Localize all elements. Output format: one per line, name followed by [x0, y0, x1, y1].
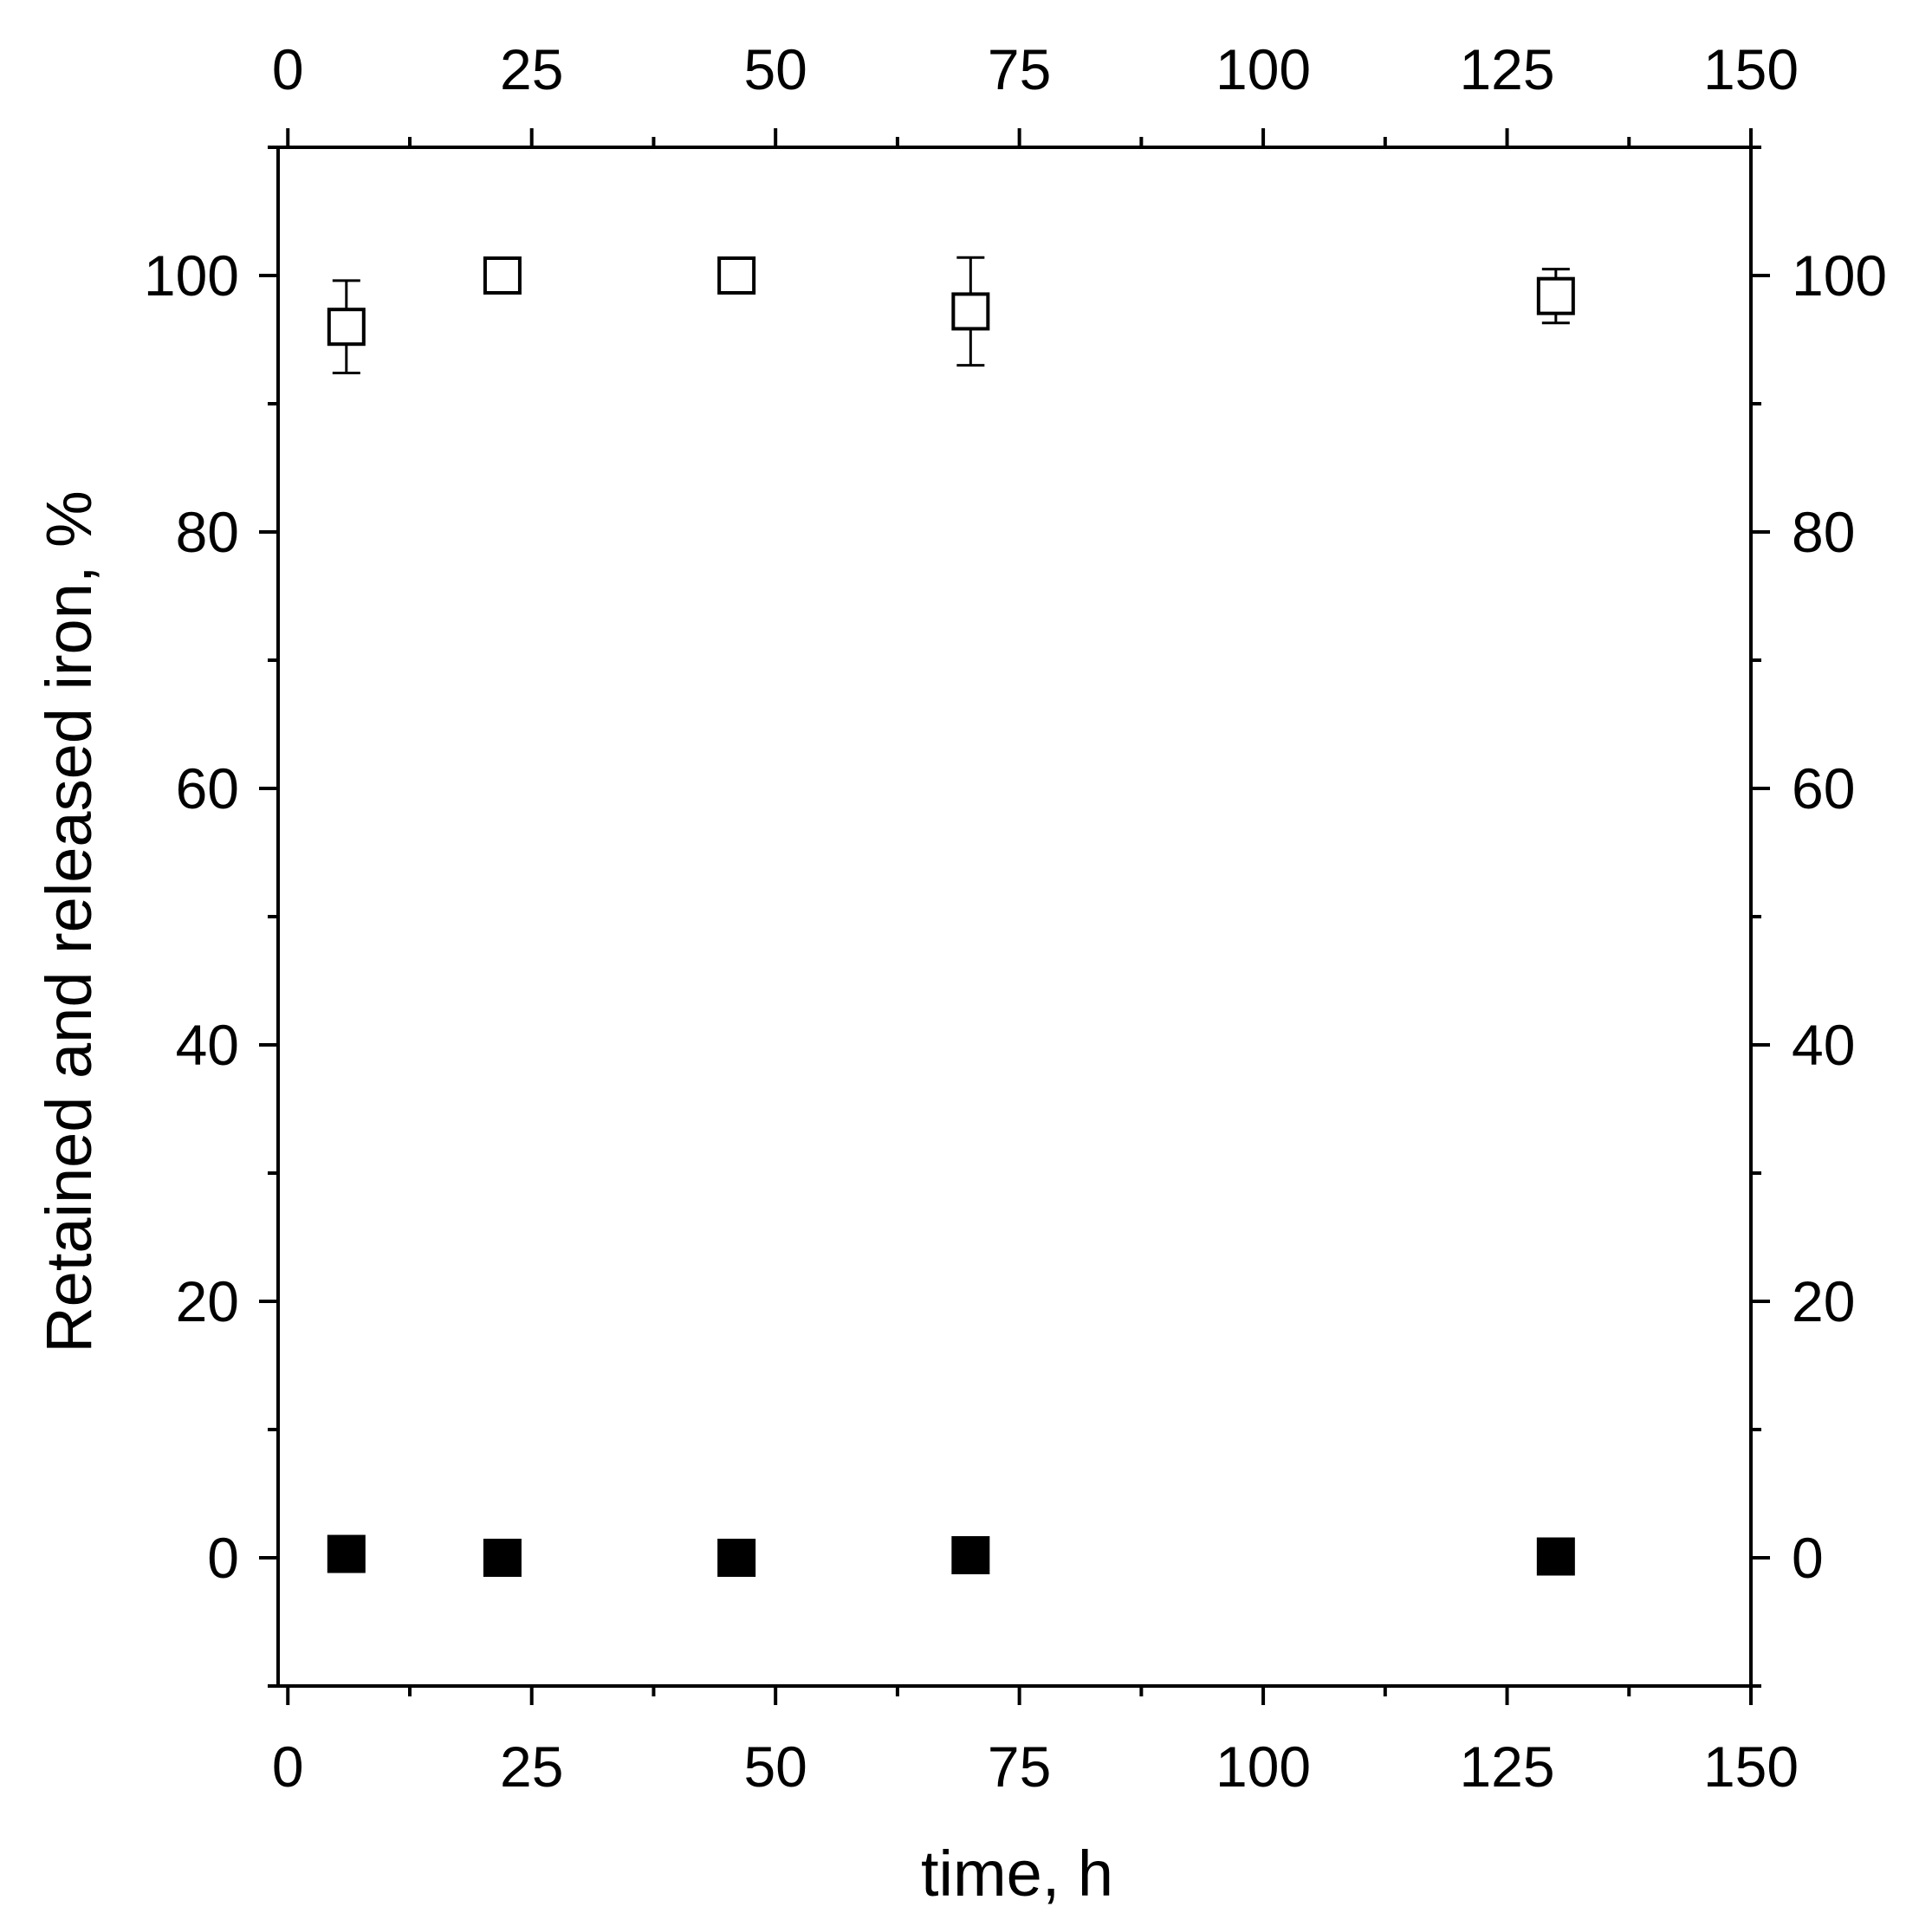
y-tick-label-right: 80 — [1792, 500, 1855, 564]
released-iron-point — [483, 1539, 522, 1577]
x-tick-label-bottom: 0 — [272, 1735, 304, 1799]
y-tick-label-left: 20 — [176, 1269, 239, 1333]
y-tick-label-left: 40 — [176, 1013, 239, 1077]
y-axis-title: Retained and released iron, % — [33, 490, 105, 1353]
y-tick-label-left: 0 — [207, 1526, 239, 1590]
y-tick-label-left: 80 — [176, 500, 239, 564]
x-tick-label-top: 100 — [1216, 37, 1311, 101]
y-tick-label-right: 20 — [1792, 1269, 1855, 1333]
released-iron-point — [717, 1539, 756, 1577]
retained-iron-point — [1536, 276, 1575, 315]
y-tick-label-right: 60 — [1792, 756, 1855, 820]
y-tick-label-right: 0 — [1792, 1526, 1824, 1590]
x-tick-label-bottom: 125 — [1459, 1735, 1554, 1799]
axis-ticks — [259, 128, 1770, 1705]
x-tick-label-top: 50 — [743, 37, 807, 101]
released-iron-point — [327, 1534, 366, 1573]
x-tick-label-top: 75 — [988, 37, 1051, 101]
x-tick-label-top: 0 — [272, 37, 304, 101]
y-tick-label-right: 100 — [1792, 243, 1887, 308]
released-iron-point — [951, 1536, 990, 1575]
y-tick-label-left: 60 — [176, 756, 239, 820]
tick-labels: 0 0 25 25 50 50 75 75 100 100 125 125 150 150 0 0 20 20 40… — [144, 37, 1887, 1799]
retained-iron-point — [327, 308, 366, 347]
x-tick-label-bottom: 150 — [1703, 1735, 1799, 1799]
y-tick-label-left: 100 — [144, 243, 239, 308]
retained-iron-point — [951, 292, 990, 331]
x-axis-title: time, h — [921, 1838, 1113, 1910]
x-tick-label-bottom: 25 — [500, 1735, 563, 1799]
x-tick-label-top: 25 — [500, 37, 563, 101]
retained-iron-point — [483, 256, 522, 295]
data-markers — [327, 256, 1575, 1577]
plot-frame — [276, 146, 1753, 1688]
x-tick-label-bottom: 75 — [988, 1735, 1051, 1799]
x-tick-label-bottom: 100 — [1216, 1735, 1311, 1799]
retained-iron-point — [717, 256, 756, 295]
x-tick-label-bottom: 50 — [743, 1735, 807, 1799]
y-tick-label-right: 40 — [1792, 1013, 1855, 1077]
x-tick-label-top: 125 — [1459, 37, 1554, 101]
released-iron-point — [1536, 1537, 1575, 1576]
plot-border — [276, 146, 1753, 1688]
x-tick-label-top: 150 — [1703, 37, 1799, 101]
